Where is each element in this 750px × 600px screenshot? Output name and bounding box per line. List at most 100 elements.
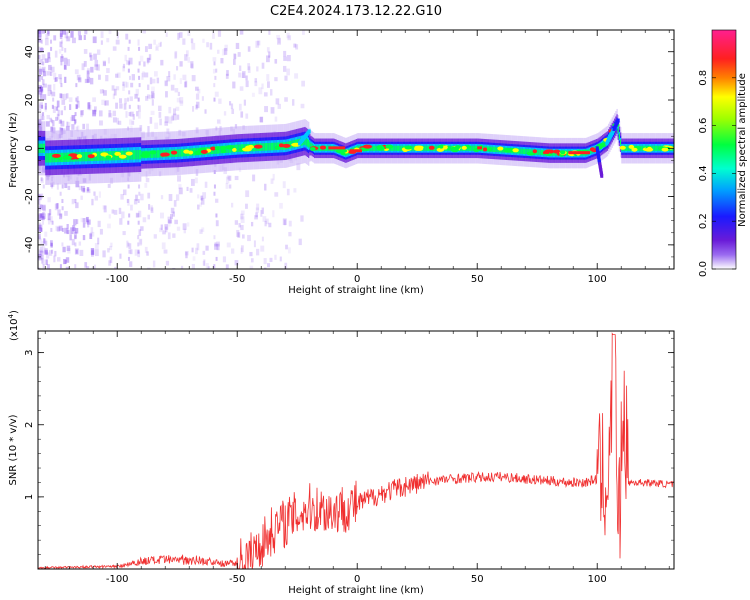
spectrogram-noise-cell xyxy=(45,240,48,246)
spectrogram-noise-cell xyxy=(46,264,50,269)
spectrogram-noise-cell xyxy=(98,191,102,198)
spectrogram-noise-cell xyxy=(102,205,106,210)
spectrogram-noise-cell xyxy=(241,72,245,79)
spectrogram-noise-cell xyxy=(233,53,236,60)
spectrogram-noise-cell xyxy=(130,204,133,211)
spectrogram-noise-cell xyxy=(184,54,188,61)
spectrogram-noise-cell xyxy=(274,59,278,64)
spectrogram-noise-cell xyxy=(270,107,275,114)
spectrogram-noise-cell xyxy=(44,106,47,112)
spectrogram-noise-cell xyxy=(90,231,95,237)
spectrogram-band-cell xyxy=(266,143,268,151)
spectrogram-noise-cell xyxy=(38,250,42,255)
spectrogram-band-cell xyxy=(436,145,438,151)
spectrogram-noise-cell xyxy=(71,37,76,44)
spectrogram-noise-cell xyxy=(119,218,123,225)
spectrogram-noise-cell xyxy=(47,90,51,96)
spectrogram-peak-cell xyxy=(487,147,493,152)
spectrogram-noise-cell xyxy=(42,61,45,66)
spectrogram-band-cell xyxy=(168,149,171,158)
spectrogram-noise-cell xyxy=(39,68,43,75)
spectrogram-noise-cell xyxy=(72,226,76,232)
spectrogram-noise-cell xyxy=(118,207,122,215)
spectrogram-band-cell xyxy=(526,148,528,155)
spectrogram-noise-cell xyxy=(119,103,123,109)
spectrogram-noise-cell xyxy=(298,238,302,246)
spectrogram-noise-cell xyxy=(264,220,267,227)
spectrogram-noise-cell xyxy=(84,78,89,84)
spectrogram-band-cell xyxy=(95,151,97,161)
spectrogram-noise-cell xyxy=(74,69,79,75)
spectrogram-noise-cell xyxy=(295,44,299,50)
spectrogram-noise-cell xyxy=(135,94,138,99)
spectrogram-noise-cell xyxy=(270,178,274,184)
spectrogram-noise-cell xyxy=(47,84,52,91)
spectrogram-noise-cell xyxy=(223,111,227,116)
spectrogram-noise-cell xyxy=(40,39,43,44)
spectrogram-noise-cell xyxy=(209,42,213,50)
spectrogram-band-cell xyxy=(309,141,311,148)
spectrogram-noise-cell xyxy=(138,229,142,236)
spectrogram-peak-cell xyxy=(220,146,226,151)
spectrogram-noise-cell xyxy=(128,75,131,80)
colorbar-tick-label: 0.6 xyxy=(698,118,709,134)
spectrogram-noise-cell xyxy=(49,71,53,77)
spectrogram-band-cell xyxy=(626,145,628,151)
spectrogram-noise-cell xyxy=(151,99,154,106)
spectrogram-noise-cell xyxy=(127,184,130,189)
spectrogram-noise-cell xyxy=(272,173,275,181)
spectrogram-noise-cell xyxy=(38,54,41,60)
spectrogram-noise-cell xyxy=(57,257,61,262)
spectrogram-noise-cell xyxy=(231,248,235,254)
spectrogram-noise-cell xyxy=(147,57,151,63)
spectrogram-noise-cell xyxy=(69,234,72,241)
spectrogram-noise-cell xyxy=(252,174,256,182)
snr-x-tick-label: 50 xyxy=(471,574,484,585)
spectrogram-noise-cell xyxy=(128,39,131,44)
spectrogram-noise-cell xyxy=(129,119,132,125)
spectrogram-noise-cell xyxy=(268,51,271,58)
spectrogram-noise-cell xyxy=(74,235,77,240)
spectrogram-noise-cell xyxy=(66,35,71,42)
spectrogram-noise-cell xyxy=(40,249,43,254)
spectrogram-band-cell xyxy=(460,145,462,151)
spectrogram-noise-cell xyxy=(40,177,43,182)
spectrogram-noise-cell xyxy=(41,30,45,34)
spectrogram-noise-cell xyxy=(109,256,113,264)
spectrogram-band-cell xyxy=(540,149,543,156)
spectrogram-noise-cell xyxy=(245,190,250,198)
spectrogram-noise-cell xyxy=(130,82,134,88)
spectrogram-noise-cell xyxy=(175,194,180,201)
spectrogram-noise-cell xyxy=(199,202,203,207)
spectrogram-noise-cell xyxy=(212,32,215,39)
spectrogram-noise-cell xyxy=(86,216,89,223)
spectrogram-noise-cell xyxy=(39,93,43,100)
spectrogram-noise-cell xyxy=(108,113,113,118)
spectrogram-noise-cell xyxy=(259,116,263,122)
spectrogram-noise-cell xyxy=(234,220,239,225)
spectrogram-noise-cell xyxy=(153,71,158,77)
spectrogram-band-cell xyxy=(134,150,136,160)
spectrogram-noise-cell xyxy=(41,241,45,247)
spectrogram-noise-cell xyxy=(195,93,200,100)
spectrogram-noise-cell xyxy=(257,40,261,46)
spectrogram-noise-cell xyxy=(286,68,290,76)
spectrogram-band-cell xyxy=(237,144,239,153)
chart-title: C2E4.2024.173.12.22.G10 xyxy=(270,4,442,19)
spectrogram-noise-cell xyxy=(228,101,232,106)
spectrogram-noise-cell xyxy=(39,102,43,109)
spectrogram-noise-cell xyxy=(137,104,140,109)
spectrogram-band-cell xyxy=(236,144,238,153)
spectrogram-noise-cell xyxy=(60,61,63,66)
colorbar-frame xyxy=(711,29,737,270)
spectrogram-noise-cell xyxy=(234,124,238,129)
spectrogram-noise-cell xyxy=(282,181,286,189)
spectrogram-noise-cell xyxy=(50,242,53,247)
spectrogram-band-cell xyxy=(496,146,498,153)
spectrogram-noise-cell xyxy=(137,235,140,240)
spectrogram-noise-cell xyxy=(184,80,188,88)
spectrogram-noise-cell xyxy=(239,30,244,35)
spectrogram-band-cell xyxy=(520,148,522,154)
spectrogram-peak-cell xyxy=(225,145,235,150)
spectrogram-band-cell xyxy=(272,142,274,151)
